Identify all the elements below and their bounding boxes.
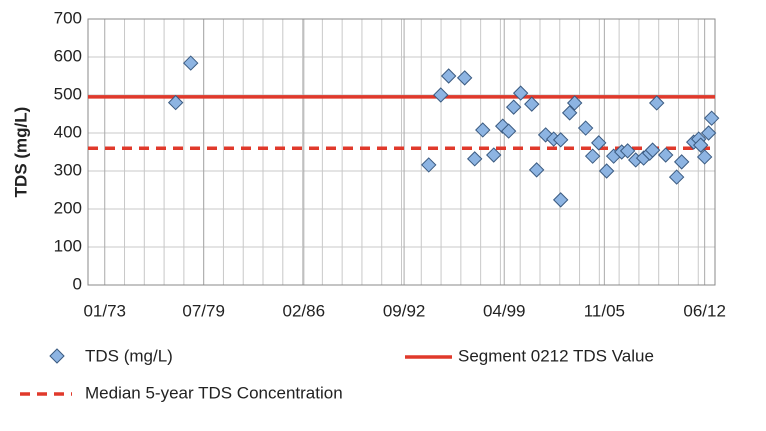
data-point — [696, 149, 713, 165]
data-point — [537, 127, 554, 143]
x-tick-label: 04/99 — [483, 301, 526, 320]
data-point — [433, 87, 449, 103]
data-point — [561, 105, 578, 121]
data-point — [167, 94, 184, 111]
data-point — [700, 125, 717, 141]
x-tick-label: 09/92 — [383, 301, 426, 320]
data-point — [505, 99, 522, 115]
data-point — [466, 151, 483, 167]
data-point — [577, 120, 594, 136]
data-point — [673, 154, 690, 170]
legend-label: Segment 0212 TDS Value — [458, 346, 654, 365]
data-point — [475, 122, 491, 138]
data-point — [703, 110, 720, 126]
y-tick-label: 400 — [54, 122, 82, 141]
data-point — [421, 157, 437, 173]
data-point — [494, 118, 511, 134]
data-point — [692, 137, 709, 153]
data-point — [500, 123, 517, 139]
legend-marker — [49, 348, 65, 364]
data-point — [657, 147, 674, 163]
x-tick-label: 07/79 — [182, 301, 225, 320]
data-point — [644, 142, 661, 158]
data-point — [668, 169, 685, 185]
x-tick-label: 02/86 — [283, 301, 326, 320]
y-tick-label: 300 — [54, 160, 82, 179]
data-point — [486, 147, 502, 163]
y-tick-label: 200 — [54, 198, 82, 217]
y-tick-label: 0 — [73, 274, 82, 293]
data-point — [456, 70, 473, 86]
y-tick-label: 700 — [54, 8, 82, 27]
y-tick-label: 500 — [54, 84, 82, 103]
x-tick-label: 11/05 — [584, 301, 625, 320]
data-point — [619, 143, 636, 159]
data-point — [440, 68, 457, 84]
data-point — [524, 96, 540, 112]
legend-label: Median 5-year TDS Concentration — [85, 383, 343, 402]
data-point — [552, 132, 569, 148]
legend-label: TDS (mg/L) — [85, 346, 173, 365]
data-point — [566, 95, 583, 111]
y-tick-label: 100 — [54, 236, 82, 255]
data-point — [591, 135, 607, 151]
data-point — [598, 163, 615, 179]
data-point — [649, 95, 665, 111]
data-point — [552, 192, 569, 208]
y-axis-label: TDS (mg/L) — [11, 107, 30, 198]
plot-border — [87, 18, 716, 286]
data-point — [512, 85, 529, 101]
data-point — [584, 148, 601, 164]
data-point — [183, 55, 199, 71]
x-tick-label: 06/12 — [683, 301, 726, 320]
y-tick-label: 600 — [54, 46, 82, 65]
x-tick-label: 01/73 — [83, 301, 126, 320]
data-point — [528, 162, 545, 178]
